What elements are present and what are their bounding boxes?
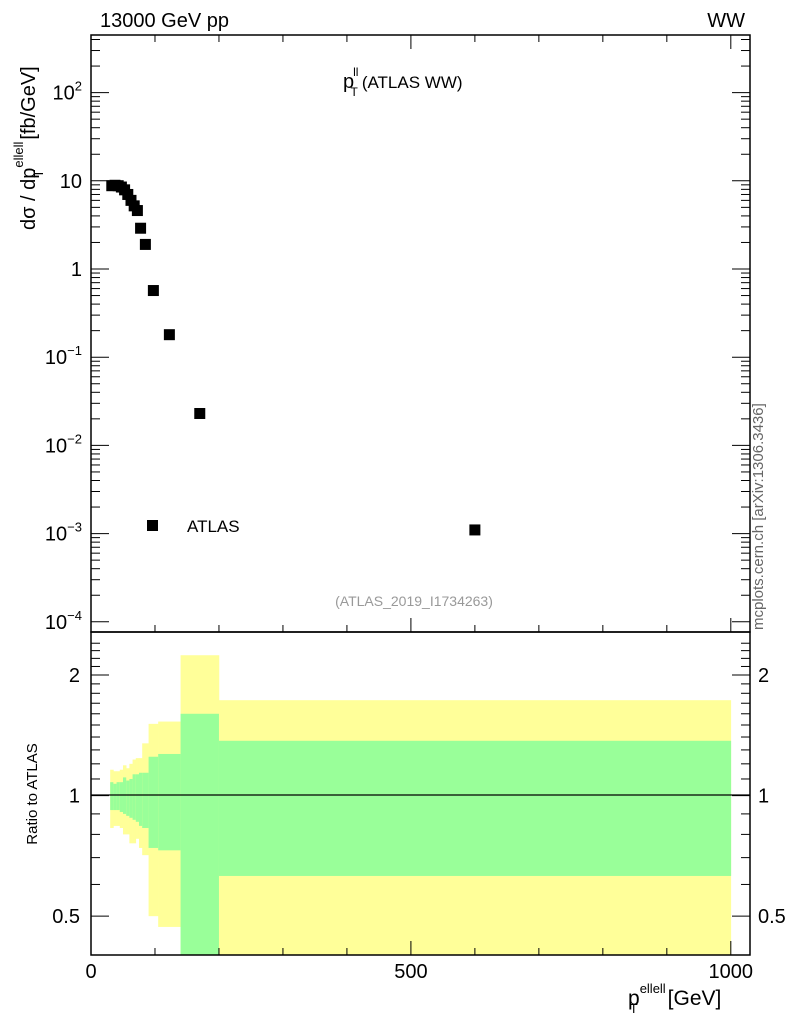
legend-marker	[147, 520, 158, 531]
stat-uncertainty-band	[126, 780, 130, 816]
ratio-y-tick-label: 1	[69, 786, 80, 808]
data-point	[135, 222, 147, 234]
y-tick-label: 102	[53, 79, 82, 105]
watermark: mcplots.cern.ch [arXiv:1306.3436]	[750, 403, 767, 630]
y-tick-label: 10−4	[45, 608, 82, 634]
header-left: 13000 GeV pp	[100, 10, 229, 32]
ratio-y-tick-label-right: 1	[758, 786, 769, 808]
y-tick-label: 10	[60, 171, 82, 193]
stat-uncertainty-band	[158, 753, 181, 851]
stat-uncertainty-band	[116, 782, 121, 811]
stat-uncertainty-band	[218, 740, 732, 876]
stat-uncertainty-band	[122, 777, 127, 814]
data-point	[131, 205, 143, 217]
stat-uncertainty-band	[138, 772, 143, 826]
data-points	[106, 179, 481, 536]
stat-uncertainty-band	[142, 772, 149, 828]
x-tick-label: 0	[85, 961, 96, 983]
x-axis-label: pellell T [GeV]	[628, 981, 721, 1016]
stat-uncertainty-band	[135, 774, 140, 822]
tick-labels: 0 500 1000 102 10 1 10−1 10−2 10−3 10−4 2 2 1 1 0.5 0.5	[45, 79, 786, 983]
x-tick-label: 500	[394, 961, 427, 983]
data-point	[139, 238, 151, 250]
data-point	[163, 329, 175, 341]
ratio-y-tick-label: 0.5	[52, 906, 80, 928]
y-tick-label: 10−1	[45, 343, 82, 369]
analysis-label: (ATLAS_2019_I1734263)	[335, 593, 493, 609]
stat-uncertainty-band	[119, 782, 124, 812]
stat-uncertainty-band	[129, 778, 133, 818]
data-point	[194, 407, 206, 419]
ratio-y-axis-label: Ratio to ATLAS	[24, 743, 41, 844]
ratio-y-tick-label-right: 2	[758, 665, 769, 687]
data-point	[147, 285, 159, 297]
y-tick-label: 1	[71, 259, 82, 281]
stat-uncertainty-band	[148, 756, 159, 848]
y-axis-label: dσ / dpellellT[fb/GeV]	[11, 66, 46, 230]
ratio-y-tick-label-right: 0.5	[758, 906, 786, 928]
data-point	[122, 188, 134, 200]
header-right: WW	[707, 10, 745, 32]
ratio-bands	[110, 655, 732, 955]
stat-uncertainty-band	[132, 774, 137, 820]
data-point	[469, 524, 481, 536]
main-plot-frame	[90, 34, 751, 633]
stat-uncertainty-band	[113, 783, 117, 811]
y-tick-label: 10−3	[45, 520, 82, 546]
x-tick-label: 1000	[709, 961, 754, 983]
legend-label: ATLAS	[187, 517, 240, 536]
stat-uncertainty-band	[180, 713, 220, 955]
y-tick-label: 10−2	[45, 431, 82, 457]
stat-uncertainty-band	[110, 782, 114, 811]
ratio-plot-frame	[90, 631, 751, 956]
plot-title: pll T (ATLAS WW)	[343, 65, 463, 99]
ratio-y-tick-label: 2	[69, 665, 80, 687]
